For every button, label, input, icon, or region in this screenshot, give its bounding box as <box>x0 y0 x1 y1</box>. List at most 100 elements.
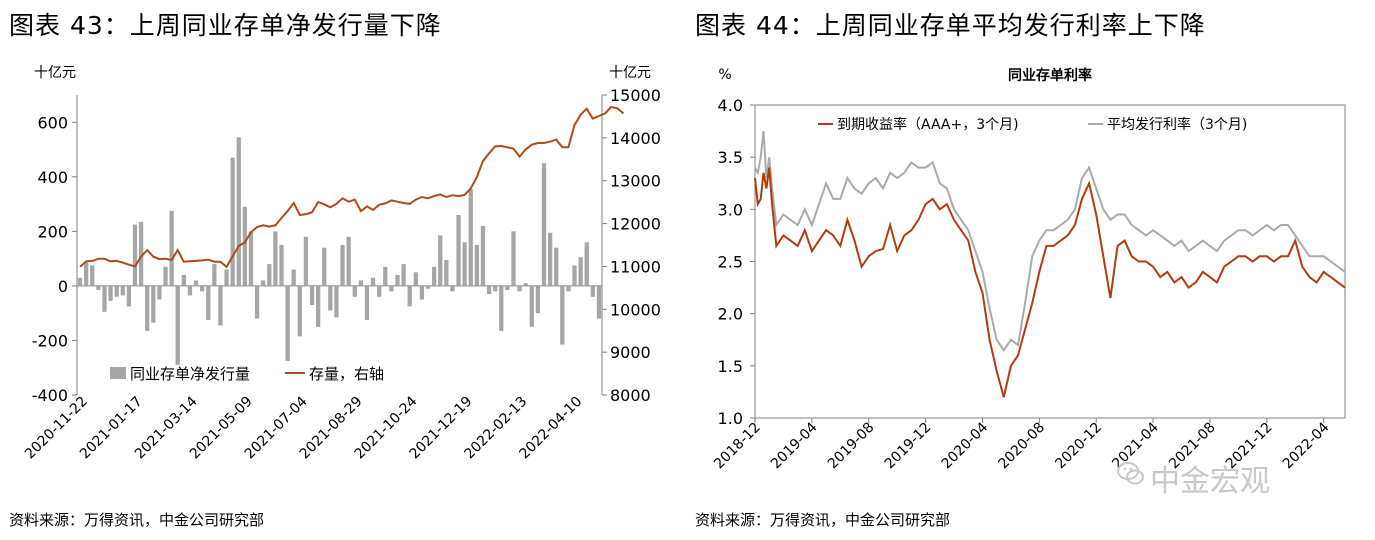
net-issuance-bar <box>529 285 534 327</box>
net-issuance-bar <box>419 285 425 300</box>
y2-tick-label: 10000 <box>610 300 661 319</box>
net-issuance-bar <box>346 236 351 286</box>
x-tick-label: 2019-08 <box>825 420 878 473</box>
net-issuance-bar <box>96 285 101 290</box>
net-issuance-bar <box>273 231 278 286</box>
net-issuance-bar <box>193 280 199 286</box>
legend-label-ytm: 到期收益率（AAA+，3个月) <box>837 116 1019 133</box>
net-issuance-bar <box>248 231 254 286</box>
ytm-line <box>754 167 1346 398</box>
chart-title: 同业存单利率 <box>1008 67 1092 84</box>
net-issuance-bar <box>511 231 516 286</box>
net-issuance-bar <box>425 285 431 289</box>
y2-tick-label: 13000 <box>610 172 661 191</box>
net-issuance-bar <box>358 280 364 286</box>
net-issuance-bar <box>413 272 418 286</box>
net-issuance-bar <box>462 242 467 286</box>
net-issuance-bar <box>370 277 376 286</box>
y-tick-label: -200 <box>32 331 68 350</box>
y2-tick-label: 12000 <box>610 215 661 234</box>
y2-tick-label: 11000 <box>610 257 661 276</box>
net-issuance-bar <box>126 285 132 307</box>
net-issuance-bar <box>309 285 315 305</box>
net-issuance-bar <box>541 163 547 286</box>
y-tick-label: -400 <box>32 386 68 405</box>
x-tick-label: 2019-12 <box>882 420 935 473</box>
x-tick-label: 2020-12 <box>1052 420 1105 473</box>
net-issuance-bar <box>395 275 400 286</box>
net-issuance-bar <box>151 285 156 323</box>
legend-swatch-bar <box>110 367 126 379</box>
y-axis-unit-label: 十亿元 <box>34 65 76 81</box>
y2-tick-label: 14000 <box>610 129 661 148</box>
net-issuance-bar <box>456 215 461 286</box>
net-issuance-bar <box>480 225 486 286</box>
net-issuance-bar <box>334 285 339 318</box>
legend-label-avg-rate: 平均发行利率（3个月) <box>1107 116 1247 133</box>
x-tick-label: 2020-04 <box>939 419 992 472</box>
net-issuance-bar <box>303 236 309 286</box>
net-issuance-bar <box>267 264 272 286</box>
net-issuance-bar <box>352 285 357 297</box>
net-issuance-bar <box>102 285 107 312</box>
y-tick-label: 1.0 <box>718 409 743 428</box>
net-issuance-bar <box>132 224 138 286</box>
y2-tick-label: 8000 <box>610 386 651 405</box>
net-issuance-bar <box>438 235 443 286</box>
wechat-icon <box>1117 462 1144 485</box>
y-tick-label: 3.0 <box>718 200 743 219</box>
net-issuance-bar <box>181 275 186 286</box>
net-issuance-bar <box>584 242 589 286</box>
net-issuance-bar <box>535 285 541 314</box>
net-issuance-bar <box>297 285 302 337</box>
net-issuance-bar <box>206 285 211 320</box>
net-issuance-bar <box>224 269 229 286</box>
y-tick-label: 2.5 <box>718 253 743 272</box>
net-issuance-bar <box>315 285 321 327</box>
net-issuance-bar <box>114 285 119 297</box>
net-issuance-bar <box>200 285 205 292</box>
net-issuance-bar <box>493 285 498 292</box>
net-issuance-bar <box>84 261 89 286</box>
net-issuance-bar <box>236 137 241 286</box>
x-tick-label: 2019-04 <box>768 419 821 472</box>
net-issuance-bar <box>505 285 510 290</box>
net-issuance-bar <box>486 285 492 295</box>
net-issuance-bar <box>389 285 394 292</box>
net-issuance-bar <box>590 285 595 297</box>
net-issuance-bar <box>340 245 345 286</box>
net-issuance-bar <box>444 260 449 286</box>
avg-issuance-rate-line <box>754 130 1346 352</box>
net-issuance-bar <box>578 257 583 286</box>
net-issuance-bar <box>157 285 162 300</box>
net-issuance-bar <box>108 285 113 301</box>
net-issuance-bar <box>90 265 95 286</box>
y-tick-label: 2.0 <box>718 305 743 324</box>
net-issuance-bar <box>138 221 144 286</box>
net-issuance-bar <box>450 285 455 292</box>
y-tick-label: 600 <box>37 113 68 132</box>
left-source-note: 资料来源：万得资讯，中金公司研究部 <box>9 511 265 529</box>
watermark-text: 中金宏观 <box>1150 464 1270 499</box>
net-issuance-bar <box>407 285 412 307</box>
x-tick-label: 2022-04 <box>1280 419 1333 472</box>
y-tick-label: 200 <box>37 222 68 241</box>
net-issuance-bar <box>566 285 571 292</box>
right-source-note: 资料来源：万得资讯，中金公司研究部 <box>695 511 951 529</box>
net-issuance-bar <box>523 283 528 286</box>
stock-line <box>79 105 625 269</box>
net-issuance-bar <box>145 285 150 331</box>
plot-frame <box>754 104 1346 419</box>
net-issuance-bar <box>474 245 479 286</box>
net-issuance-bar <box>230 157 235 286</box>
net-issuance-bar <box>377 285 382 297</box>
y2-tick-label: 15000 <box>610 86 661 105</box>
net-issuance-bar <box>261 280 266 286</box>
net-issuance-bar <box>383 266 388 286</box>
net-issuance-bar <box>596 285 602 319</box>
net-issuance-bar <box>279 245 284 286</box>
net-issuance-bar <box>242 206 248 286</box>
right-chart-panel: 图表 44：上周同业存单平均发行利率上下降 同业存单利率% 1.0 1.5 2.0 2.… <box>690 0 1375 540</box>
net-issuance-bar <box>322 247 327 286</box>
y-tick-label: 400 <box>37 168 68 187</box>
